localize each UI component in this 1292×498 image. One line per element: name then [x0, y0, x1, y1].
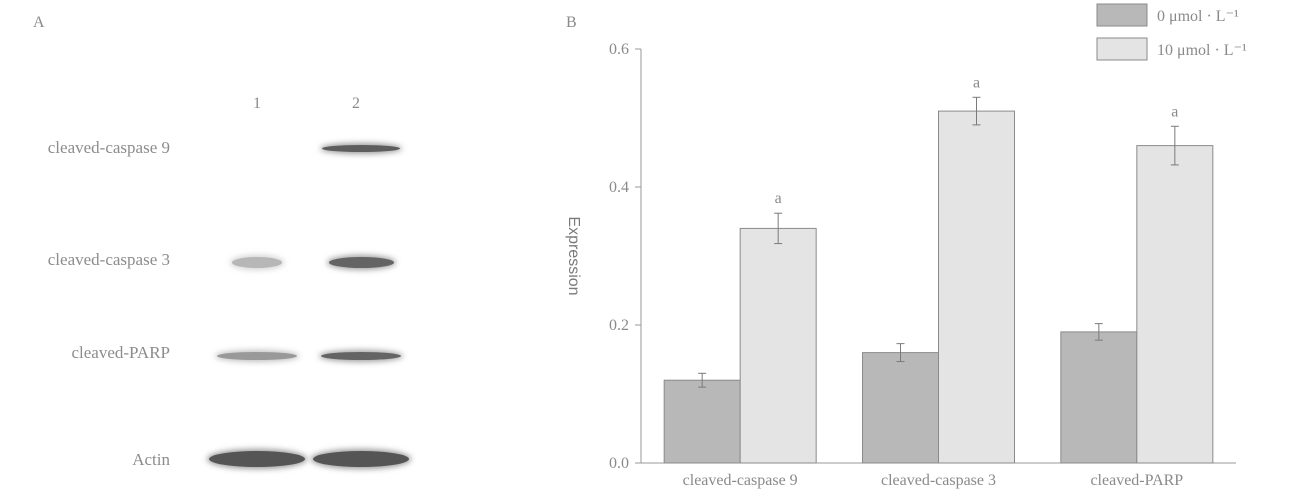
bar: [862, 352, 939, 464]
y-axis-label: Expression: [565, 216, 582, 295]
bar: [663, 379, 741, 464]
legend-swatch: [1096, 3, 1148, 27]
legend-label: 10 μmol · L⁻¹: [1157, 42, 1247, 59]
x-tick-label: cleaved-PARP: [1090, 472, 1183, 489]
y-tick-label: 0.6: [609, 41, 629, 58]
lane-2-label: 2: [352, 95, 360, 112]
blot-band: [321, 352, 401, 360]
blot-band: [322, 144, 400, 152]
y-tick-label: 0.0: [609, 455, 629, 472]
significance-label: a: [973, 74, 980, 91]
significance-label: a: [1171, 103, 1178, 120]
blot-band: [313, 451, 409, 467]
lane-1-label: 1: [253, 95, 261, 112]
y-tick-label: 0.2: [609, 317, 629, 334]
bar: [1060, 331, 1138, 464]
significance-label: a: [775, 190, 782, 207]
band-label-caspase3: cleaved-caspase 3: [47, 250, 170, 269]
bar: [1136, 145, 1214, 464]
bar: [739, 227, 817, 464]
x-tick-label: cleaved-caspase 3: [881, 472, 996, 489]
blot-band: [217, 352, 297, 360]
x-tick-label: cleaved-caspase 9: [683, 472, 798, 489]
y-tick-label: 0.4: [609, 179, 629, 196]
blot-band: [232, 256, 282, 268]
blot-band: [209, 451, 305, 467]
panel-b-letter: B: [566, 14, 577, 31]
bar: [938, 110, 1015, 464]
band-label-actin: Actin: [132, 450, 170, 469]
band-label-caspase9: cleaved-caspase 9: [47, 138, 170, 157]
legend-label: 0 μmol · L⁻¹: [1157, 8, 1239, 25]
legend-swatch: [1096, 37, 1148, 61]
panel-a-letter: A: [33, 14, 45, 31]
blot-band: [328, 256, 394, 268]
band-label-parp: cleaved-PARP: [71, 343, 170, 362]
